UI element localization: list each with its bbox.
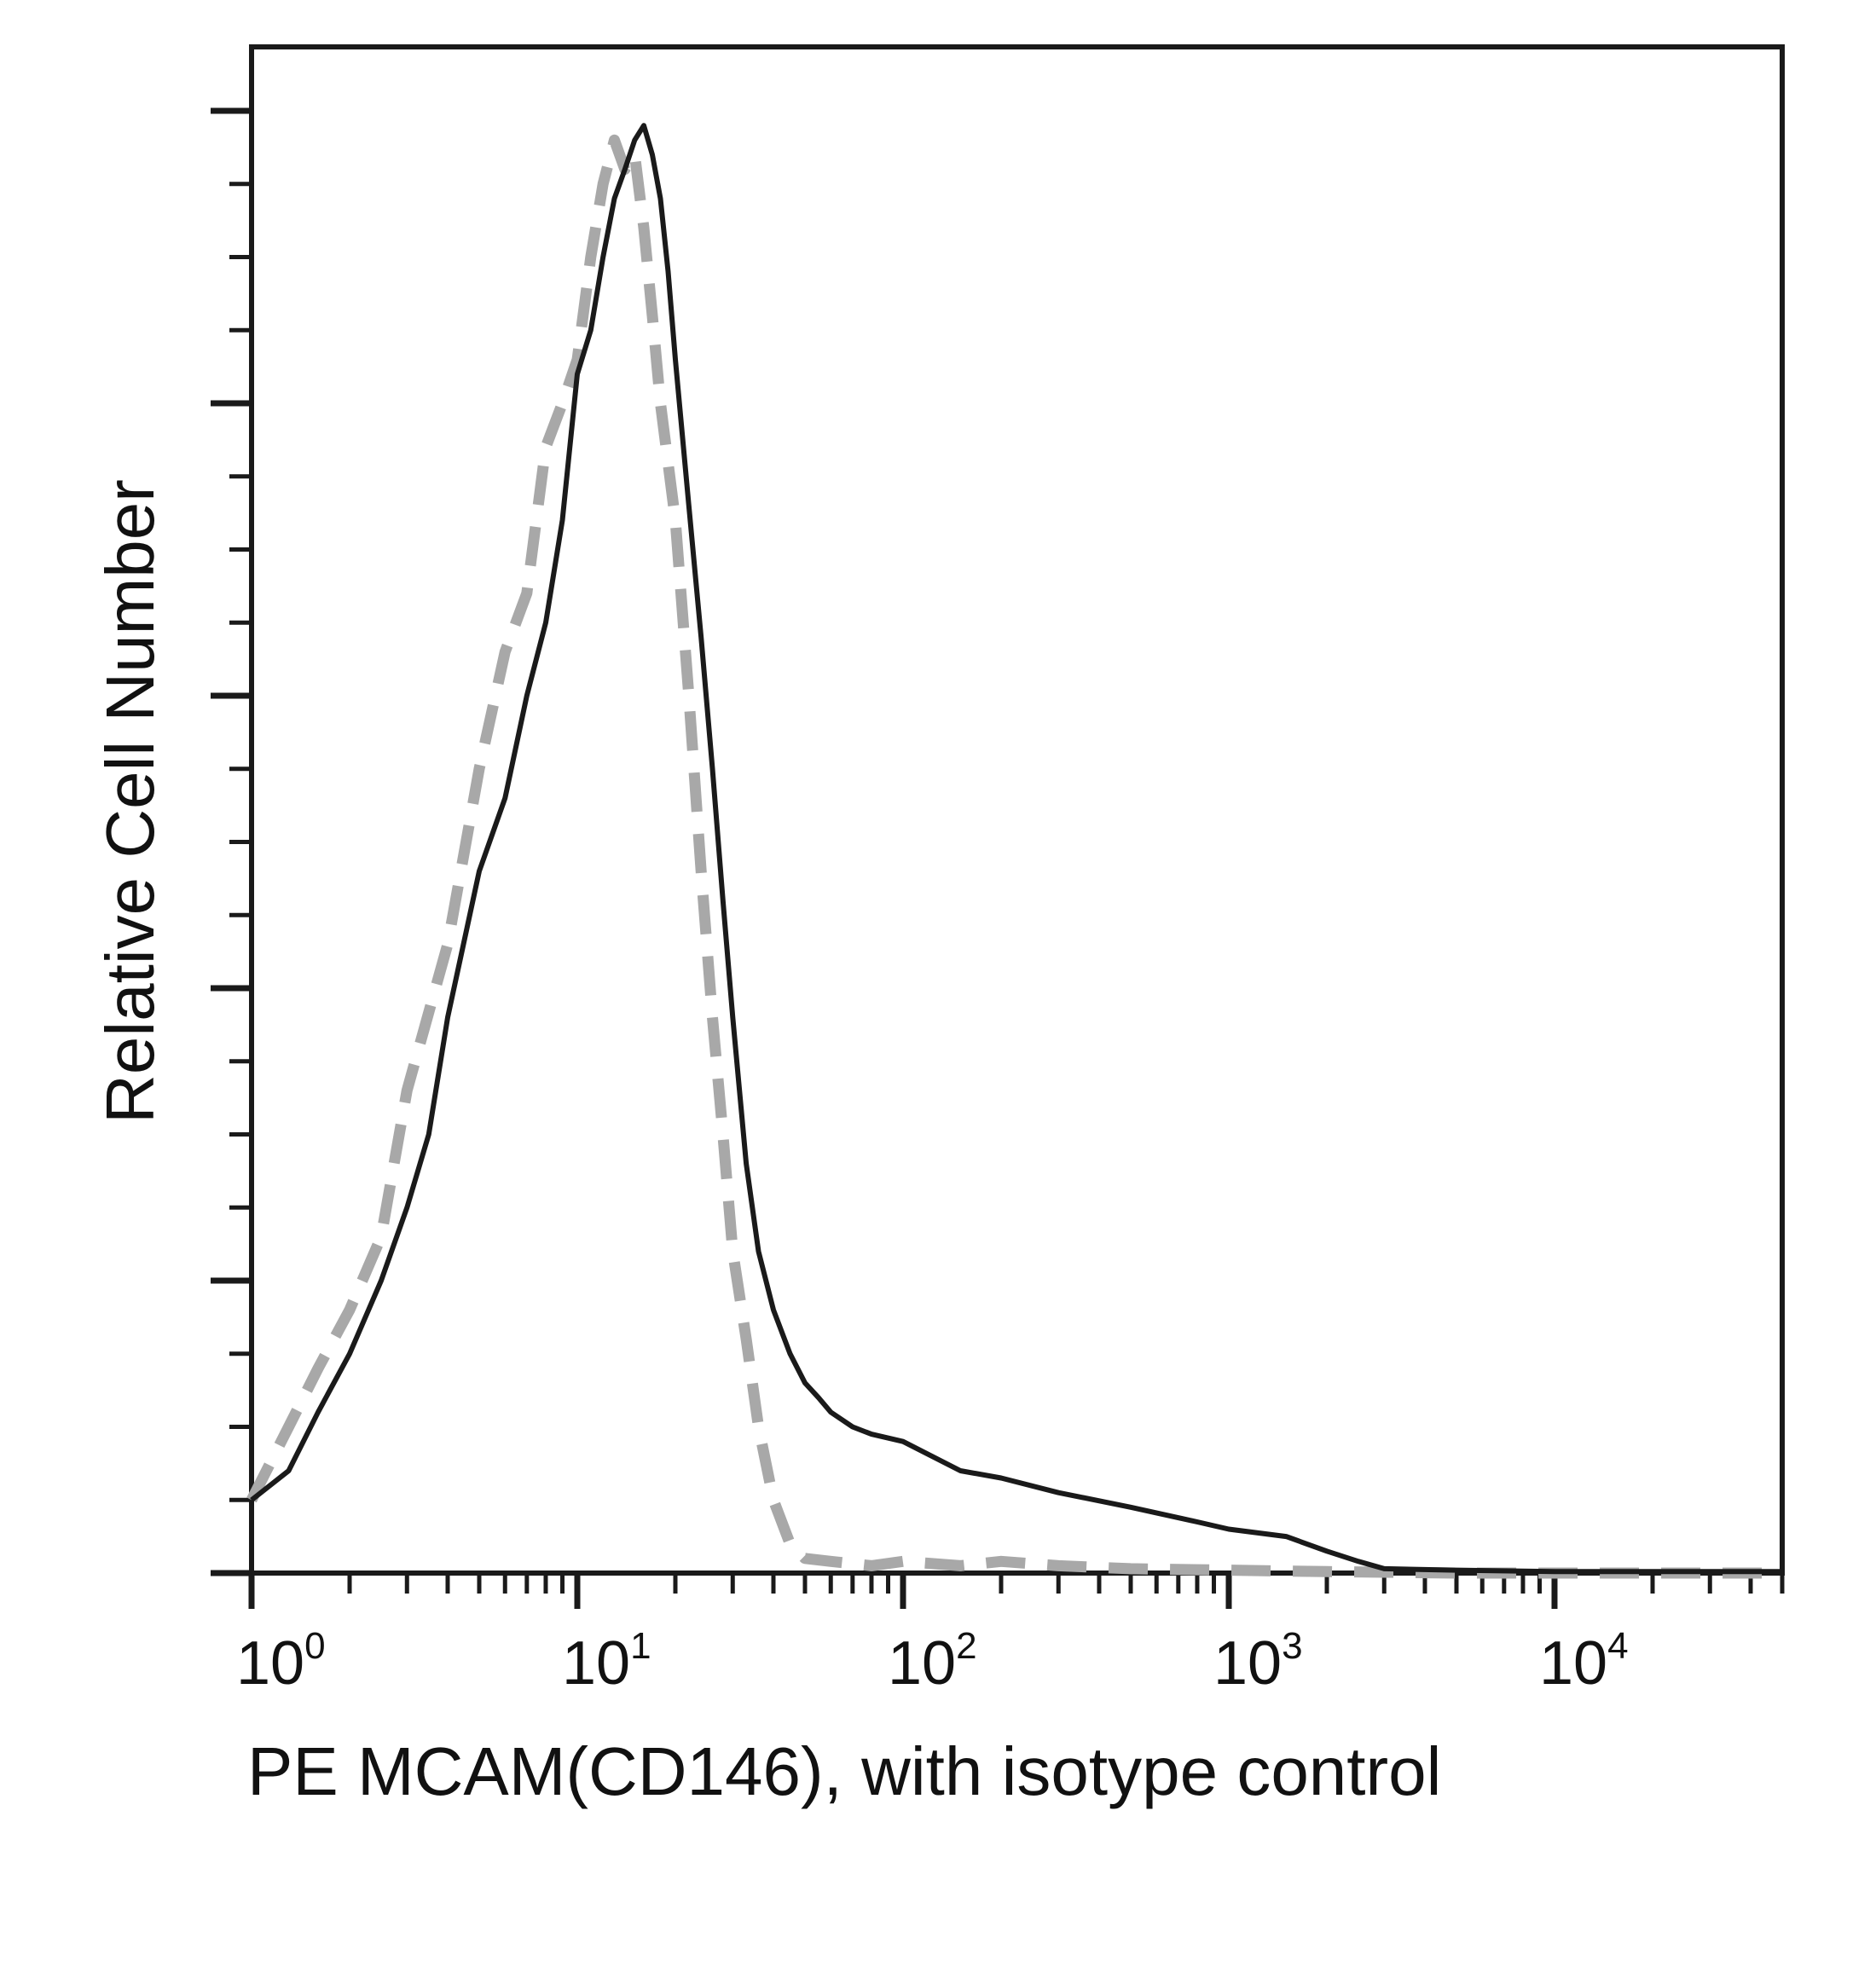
isotype-control-curve [246, 134, 1782, 1579]
y-axis-title: Relative Cell Number [92, 479, 168, 1124]
series-layer [246, 123, 1782, 1579]
y-axis-ticks [211, 107, 252, 1576]
x-tick-label: 104 [1539, 1625, 1629, 1698]
x-tick-label: 102 [888, 1625, 977, 1698]
x-tick-label: 103 [1213, 1625, 1303, 1698]
x-tick-label: 100 [236, 1625, 326, 1698]
x-tick-label: 101 [562, 1625, 651, 1698]
x-axis-tick-labels: 100 101 102 103 104 [236, 1625, 1629, 1698]
mcam-cd146-curve [250, 123, 1782, 1575]
plot-frame [249, 44, 1785, 1576]
x-axis-title: PE MCAM(CD146), with isotype control [247, 1733, 1441, 1809]
